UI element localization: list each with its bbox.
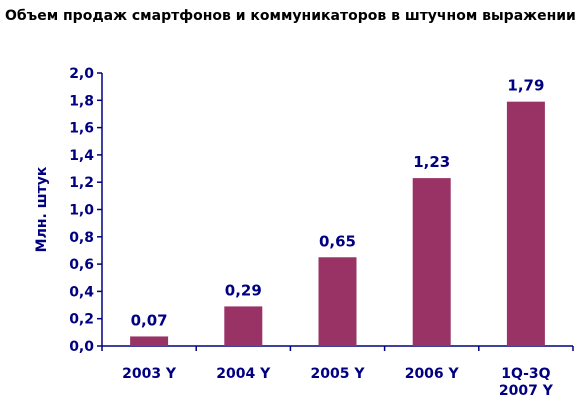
x-category-label: 2003 Y [122,366,177,382]
data-label: 1,23 [413,153,450,171]
y-tick-label: 0,8 [69,230,94,246]
bar [506,101,545,346]
bar [224,306,263,346]
bar [130,336,169,346]
bar [318,257,357,346]
y-tick-label: 1,6 [69,121,94,137]
x-category-label: 2007 Y [499,383,554,399]
y-tick-label: 0,0 [69,339,94,355]
y-tick-label: 1,0 [69,203,94,219]
bar [412,178,451,346]
x-category-label: 1Q-3Q [501,366,550,382]
data-label: 0,07 [131,311,168,329]
y-tick-label: 1,2 [69,175,94,191]
data-label: 0,29 [225,281,262,299]
y-tick-label: 2,0 [69,66,94,82]
x-category-label: 2005 Y [311,366,366,382]
data-label: 0,65 [319,232,356,250]
x-category-label: 2004 Y [216,366,271,382]
chart-title: Объем продаж смартфонов и коммуникаторов… [5,8,576,24]
x-category-label: 2006 Y [405,366,460,382]
y-axis-title: Млн. штук [34,166,50,252]
y-tick-label: 1,8 [69,93,94,109]
y-tick-label: 1,4 [69,148,94,164]
y-tick-label: 0,4 [69,284,94,300]
y-tick-label: 0,6 [69,257,94,273]
data-label: 1,79 [507,77,544,95]
y-tick-label: 0,2 [69,312,94,328]
